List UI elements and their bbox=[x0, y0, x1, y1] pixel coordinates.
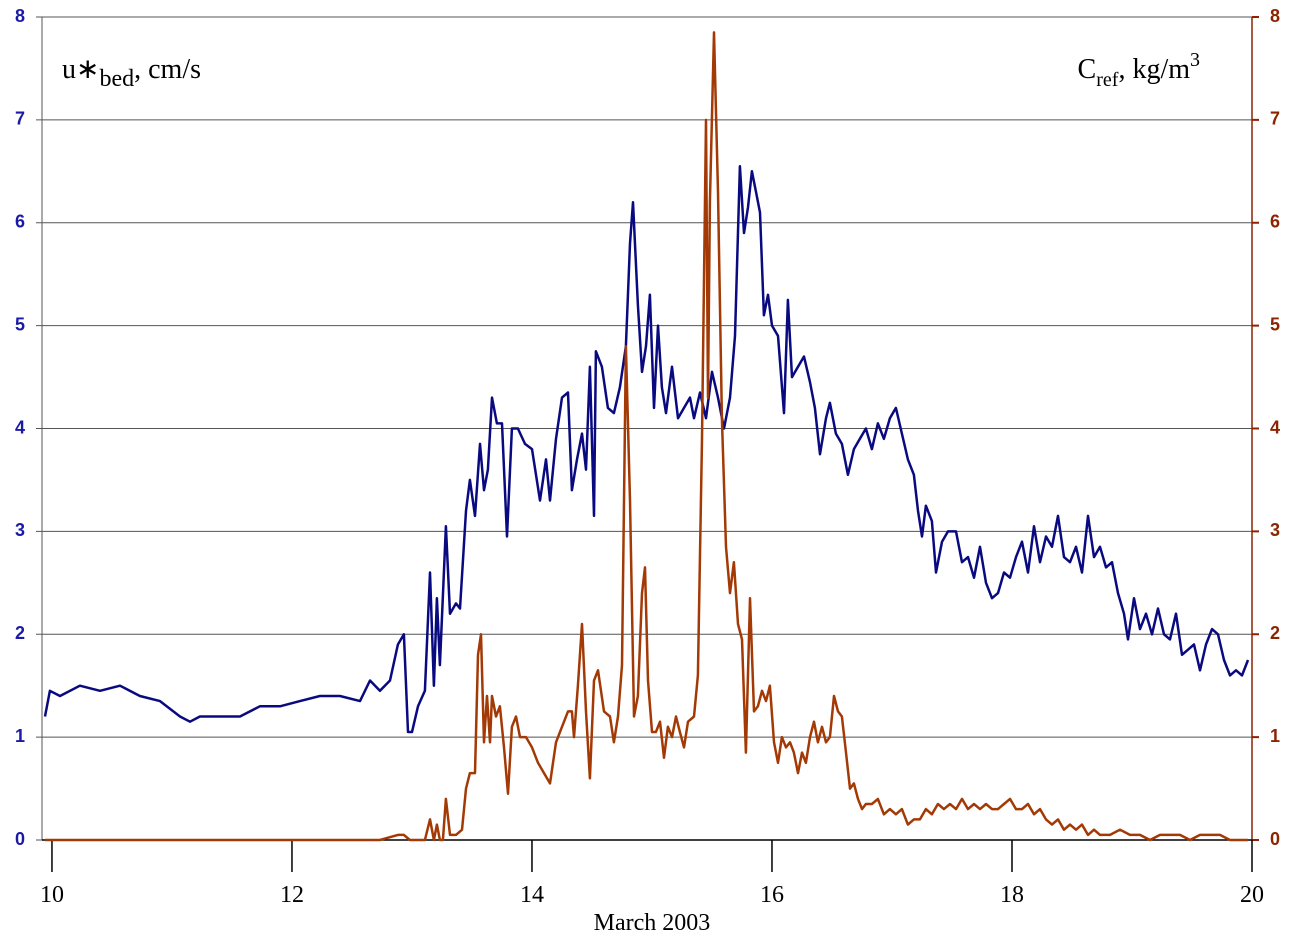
x-tick-label: 10 bbox=[40, 882, 64, 908]
data-line bbox=[45, 31, 1248, 842]
x-tick-label: 20 bbox=[1240, 882, 1264, 908]
y-tick-label: 8 bbox=[15, 6, 25, 26]
y-axis-label: u∗bed, cm/s bbox=[62, 54, 201, 92]
y2-tick-label: 7 bbox=[1270, 109, 1280, 129]
y-tick-label: 0 bbox=[15, 829, 25, 849]
y2-tick-label: 4 bbox=[1270, 417, 1280, 437]
y2-label-sup: 3 bbox=[1190, 49, 1200, 71]
y-tick-label: 7 bbox=[15, 109, 25, 129]
x-tick-label: 14 bbox=[520, 882, 544, 908]
y2-label-part: C bbox=[1078, 54, 1097, 85]
y2-tick-label: 6 bbox=[1270, 212, 1280, 232]
x-tick-label: 16 bbox=[760, 882, 784, 908]
x-tick-label: 18 bbox=[1000, 882, 1024, 908]
y-label-part: u∗ bbox=[62, 54, 99, 85]
y-tick-label: 3 bbox=[15, 520, 25, 540]
y2-label-part: , kg/m bbox=[1118, 54, 1190, 85]
y2-tick-label: 5 bbox=[1270, 314, 1280, 334]
x-axis-label: March 2003 bbox=[594, 910, 711, 936]
y2-tick-label: 8 bbox=[1270, 6, 1280, 26]
y-label-sub: bed bbox=[99, 66, 134, 92]
y2-tick-label: 3 bbox=[1270, 520, 1280, 540]
y-tick-label: 1 bbox=[15, 726, 25, 746]
y2-tick-label: 2 bbox=[1270, 623, 1280, 643]
y2-tick-label: 0 bbox=[1270, 829, 1280, 849]
y-label-part: , cm/s bbox=[134, 54, 201, 85]
x-tick-label: 12 bbox=[280, 882, 304, 908]
y2-tick-label: 1 bbox=[1270, 726, 1280, 746]
data-line bbox=[43, 164, 1250, 734]
y2-axis-label: Cref, kg/m3 bbox=[1078, 49, 1200, 91]
y2-label-sub: ref bbox=[1096, 69, 1119, 91]
y-tick-label: 4 bbox=[15, 417, 25, 437]
y-tick-label: 6 bbox=[15, 212, 25, 232]
y-tick-label: 2 bbox=[15, 623, 25, 643]
y-tick-label: 5 bbox=[15, 314, 25, 334]
